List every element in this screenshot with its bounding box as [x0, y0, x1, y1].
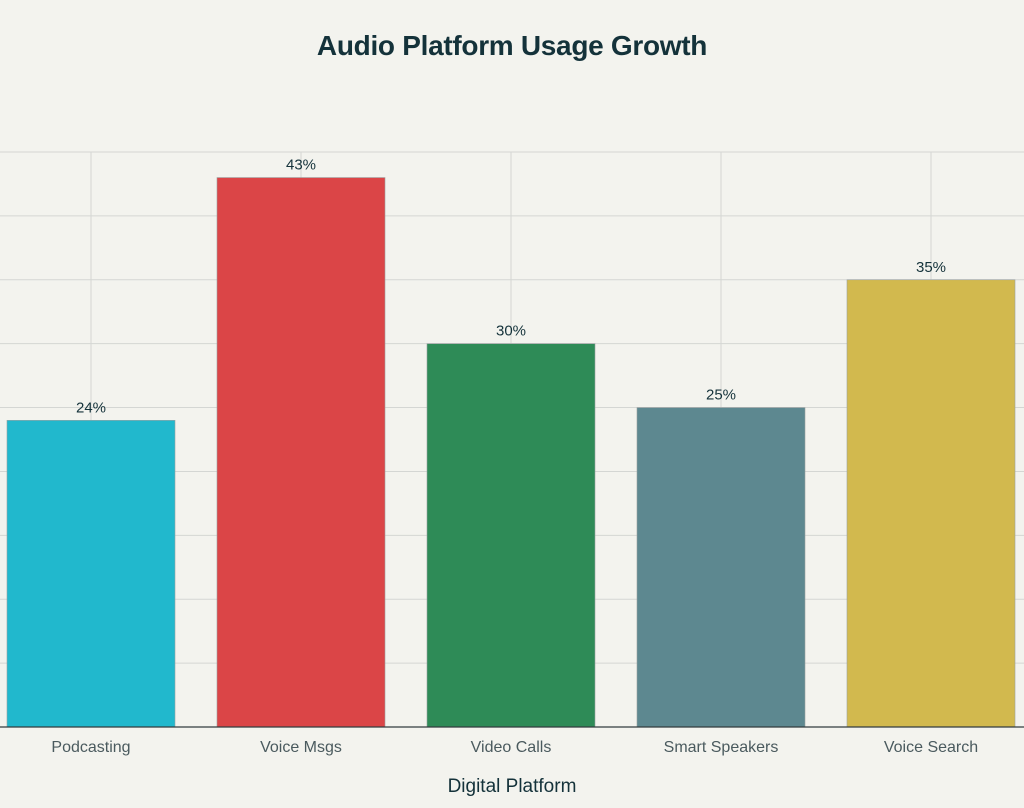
x-tick-label: Video Calls — [471, 739, 552, 756]
x-tick-labels: Podcasting Voice Msgs Video Calls Smart Spe… — [51, 739, 978, 756]
bar-video-calls — [426, 343, 596, 728]
bar-smart-speakers — [636, 407, 806, 728]
chart-title: Audio Platform Usage Growth — [316, 30, 708, 61]
value-label: 25% — [706, 387, 736, 404]
x-axis-label: Digital Platform — [447, 776, 577, 797]
x-tick-label: Smart Speakers — [664, 739, 779, 756]
value-label: 43% — [286, 157, 316, 174]
bar-podcasting — [6, 420, 176, 728]
bars — [6, 177, 1016, 728]
x-tick-label: Podcasting — [51, 739, 130, 756]
bar-voice-search — [846, 279, 1016, 728]
value-labels: 24% 43% 30% 25% 35% — [76, 157, 946, 417]
value-label: 30% — [496, 323, 526, 340]
x-tick-label: Voice Msgs — [260, 739, 342, 756]
value-label: 24% — [76, 399, 106, 416]
bar-voice-msgs — [216, 177, 386, 728]
value-label: 35% — [916, 259, 946, 276]
x-tick-label: Voice Search — [884, 739, 978, 756]
